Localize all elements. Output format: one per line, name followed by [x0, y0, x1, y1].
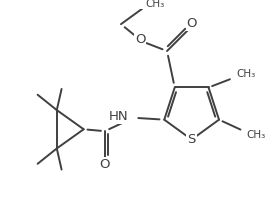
Text: CH₃: CH₃ — [236, 69, 256, 79]
Text: S: S — [187, 133, 196, 146]
Text: CH₃: CH₃ — [145, 0, 164, 9]
Text: O: O — [135, 33, 145, 46]
Text: O: O — [187, 17, 197, 30]
Text: O: O — [99, 158, 110, 171]
Text: HN: HN — [109, 110, 129, 123]
Text: CH₃: CH₃ — [247, 130, 266, 140]
